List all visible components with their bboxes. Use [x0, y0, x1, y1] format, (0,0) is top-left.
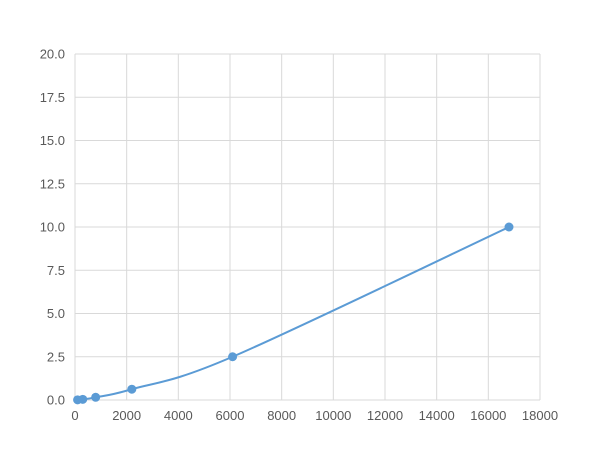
x-tick-label: 10000: [315, 408, 351, 423]
data-point: [78, 394, 88, 404]
y-tick-label: 17.5: [40, 90, 65, 105]
x-tick-label: 14000: [419, 408, 455, 423]
data-point: [91, 392, 101, 402]
x-tick-label: 18000: [522, 408, 558, 423]
data-point: [127, 384, 137, 394]
y-tick-label: 0.0: [47, 393, 65, 408]
data-point: [504, 222, 514, 232]
series: [73, 222, 514, 405]
x-tick-label: 16000: [470, 408, 506, 423]
y-tick-label: 15.0: [40, 133, 65, 148]
y-tick-label: 7.5: [47, 263, 65, 278]
x-tick-label: 12000: [367, 408, 403, 423]
x-tick-label: 4000: [164, 408, 193, 423]
grid: [74, 53, 541, 401]
x-tick-label: 0: [71, 408, 78, 423]
y-tick-label: 2.5: [47, 349, 65, 364]
x-tick-label: 8000: [267, 408, 296, 423]
x-tick-label: 2000: [112, 408, 141, 423]
y-tick-label: 20.0: [40, 47, 65, 62]
y-tick-label: 10.0: [40, 220, 65, 235]
x-tick-label: 6000: [216, 408, 245, 423]
tick-labels: 0 2000 4000 6000 8000 10000 12000 14000 16000 180…: [40, 47, 558, 424]
y-tick-label: 12.5: [40, 176, 65, 191]
data-point: [228, 352, 238, 362]
y-tick-label: 5.0: [47, 306, 65, 321]
